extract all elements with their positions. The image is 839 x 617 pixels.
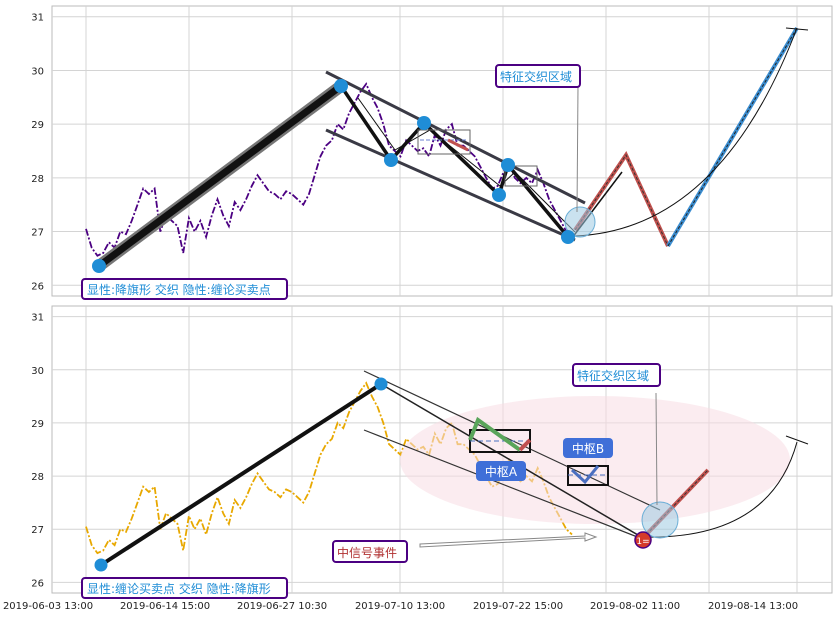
upward-leg-line (99, 382, 383, 567)
feature-zone-box (495, 64, 581, 88)
y-tick-label: 31 (31, 13, 44, 24)
zhongshu-a-green (468, 416, 522, 452)
pivot-box (417, 129, 471, 155)
panel-0 (51, 5, 833, 297)
target-cap (785, 27, 809, 31)
feature-zone-leader (655, 392, 658, 506)
feature-zone-leader (576, 85, 579, 213)
x-tick-label: 2019-06-27 10:30 (237, 601, 327, 612)
y-tick-label: 29 (31, 419, 44, 430)
x-tick-label: 2019-07-10 13:00 (355, 601, 445, 612)
y-tick-label: 28 (31, 472, 44, 483)
x-tick-label: 2019-06-14 15:00 (120, 601, 210, 612)
signal-event-box (332, 540, 408, 563)
y-tick-label: 30 (31, 366, 44, 377)
zigzag-thin-line (357, 97, 576, 233)
y-tick-label: 27 (31, 525, 44, 536)
feature-zone-label: 特征交织区域 (500, 69, 572, 84)
pivot-point (501, 158, 515, 172)
y-tick-label: 26 (31, 281, 44, 292)
pivot-point (492, 188, 506, 202)
zhongshu-b-label: 中枢B (572, 441, 604, 456)
feature-zone-marker (641, 501, 679, 539)
target-curve (642, 441, 798, 538)
pivot-point (94, 558, 108, 572)
flag-pole-leg (95, 82, 345, 270)
target-curve (574, 27, 798, 237)
signal-region (400, 396, 790, 524)
pivot-box (504, 165, 538, 187)
zigzag-stroke-line (339, 85, 570, 239)
pivot-point (92, 259, 106, 273)
feature-zone-marker (564, 206, 596, 238)
y-tick-label: 31 (31, 313, 44, 324)
feature-zone-label: 特征交织区域 (577, 368, 649, 383)
channel-lower-line (363, 429, 641, 539)
zhongshu-b-badge (563, 438, 613, 458)
pattern-label-box (81, 278, 288, 300)
channel-lower-line (325, 128, 576, 242)
y-tick-label: 26 (31, 578, 44, 589)
pattern-label-box (81, 577, 288, 599)
x-tick-label: 2019-08-14 13:00 (708, 601, 798, 612)
pivot-point (334, 79, 348, 93)
signal-marker-dot (634, 531, 652, 549)
projection-blue-dash (667, 27, 798, 247)
y-tick-label: 27 (31, 228, 44, 239)
y-tick-label: 30 (31, 66, 44, 77)
pivot-point (417, 116, 431, 130)
pivot-segment (447, 138, 469, 152)
pivot-point (384, 153, 398, 167)
signal-arrow (419, 532, 598, 548)
channel-upper-line (325, 70, 586, 205)
pattern-label: 显性:降旗形 交织 隐性:缠论买卖点 (87, 282, 271, 297)
zhongshu-a-badge (476, 461, 526, 481)
x-tick-label: 2019-06-03 13:00 (3, 601, 93, 612)
signal-marker-label: 1= (636, 537, 649, 547)
zhongshu-a-label: 中枢A (485, 464, 518, 479)
pivot-point (561, 230, 575, 244)
target-cap (785, 435, 809, 445)
x-tick-label: 2019-07-22 15:00 (473, 601, 563, 612)
feature-zone-box (572, 363, 661, 387)
zhongshu-a-red (518, 438, 532, 452)
pivot-point (374, 377, 388, 391)
y-tick-label: 29 (31, 120, 44, 131)
y-tick-label: 28 (31, 174, 44, 185)
signal-event-label: 中信号事件 (337, 545, 397, 560)
plot-area (51, 5, 833, 297)
zhongshu-b-blue (570, 465, 600, 485)
pattern-label: 显性:缠论买卖点 交织 隐性:降旗形 (87, 581, 271, 596)
x-tick-label: 2019-08-02 11:00 (590, 601, 680, 612)
